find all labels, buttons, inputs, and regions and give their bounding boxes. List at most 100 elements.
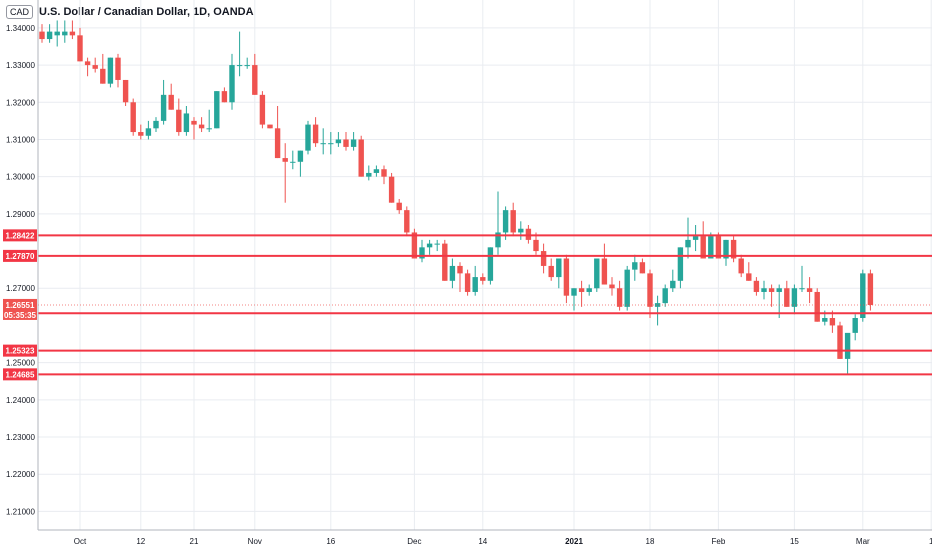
candle-body: [267, 124, 273, 129]
candle-body: [244, 65, 250, 67]
candle-body: [434, 243, 440, 245]
countdown-label: 05:35:35: [4, 311, 37, 320]
candle-body: [563, 258, 570, 296]
candle-body: [419, 247, 425, 259]
candle-body: [540, 251, 547, 266]
level-price-tag: [3, 229, 37, 242]
candle-body: [39, 31, 45, 40]
candle-body: [662, 288, 668, 304]
y-tick-label: 1.24000: [6, 396, 35, 405]
y-tick-label: 1.21000: [6, 507, 35, 516]
candle-body: [609, 284, 615, 289]
x-tick-label: Mar: [856, 537, 870, 546]
candle-body: [715, 236, 722, 259]
candle-body: [366, 172, 372, 177]
candle-body: [107, 57, 114, 84]
candle-body: [510, 210, 516, 233]
x-tick-label: Oct: [74, 537, 87, 546]
x-tick-label: Nov: [248, 537, 262, 546]
candle-body: [844, 332, 851, 359]
current-price-tag: [3, 298, 37, 320]
x-tick-label: 15: [790, 537, 799, 546]
candle-body: [616, 288, 623, 307]
candle-body: [282, 158, 288, 162]
chart-header: CAD U.S. Dollar / Canadian Dollar, 1D, O…: [6, 4, 254, 20]
candle-body: [442, 243, 448, 281]
candle-body: [647, 273, 653, 307]
y-tick-label: 1.31000: [6, 135, 35, 144]
candle-body: [518, 228, 524, 233]
candle-body: [822, 318, 828, 322]
candle-body: [206, 128, 212, 130]
candle-body: [487, 247, 494, 281]
level-price-label: 1.25323: [6, 347, 35, 356]
x-tick-label: 21: [190, 537, 199, 546]
y-tick-label: 1.22000: [6, 470, 35, 479]
candle-body: [867, 273, 874, 305]
candle-body: [328, 143, 334, 145]
candle-body: [290, 161, 296, 163]
candle-body: [738, 258, 744, 274]
candle-body: [373, 169, 380, 173]
candle-body: [168, 94, 174, 110]
y-tick-label: 1.27000: [6, 284, 35, 293]
candle-body: [632, 262, 638, 270]
y-tick-label: 1.34000: [6, 24, 35, 33]
candle-body: [700, 236, 706, 259]
y-tick-label: 1.25000: [6, 359, 35, 368]
candle-body: [62, 31, 68, 36]
candle-body: [502, 210, 509, 233]
candle-body: [122, 79, 129, 103]
candle-body: [548, 265, 554, 278]
candle-body: [198, 124, 205, 129]
candle-body: [92, 65, 98, 69]
candle-body: [46, 31, 53, 40]
candle-body: [525, 228, 532, 240]
level-price-label: 1.24685: [6, 370, 35, 379]
y-tick-label: 1.33000: [6, 61, 35, 70]
x-tick-label: Dec: [407, 537, 421, 546]
candle-body: [578, 288, 585, 292]
candle-body: [624, 269, 630, 307]
candle-body: [776, 288, 782, 292]
candle-body: [533, 239, 539, 252]
candle-body: [594, 258, 600, 289]
candle-body: [381, 169, 387, 177]
candle-body: [753, 280, 760, 292]
candle-body: [746, 273, 752, 281]
candle-body: [350, 139, 357, 147]
candle-body: [860, 273, 866, 318]
candle-body: [472, 277, 478, 292]
candle-body: [297, 150, 304, 162]
symbol-badge[interactable]: CAD: [6, 5, 34, 19]
candle-body: [852, 318, 858, 333]
candle-body: [176, 109, 182, 133]
candle-body: [449, 265, 456, 281]
candle-body: [54, 31, 60, 36]
candle-body: [214, 91, 220, 129]
candle-body: [692, 236, 699, 240]
x-tick-label: 2021: [565, 537, 583, 546]
candle-body: [768, 288, 775, 292]
current-price-label: 1.26551: [6, 301, 35, 310]
candle-body: [426, 243, 433, 248]
candle-body: [100, 68, 106, 84]
candle-body: [84, 61, 91, 66]
candle-body: [236, 65, 243, 67]
horizontal-levels[interactable]: 1.284221.278701.263281.253231.246851.265…: [3, 229, 932, 381]
candle-body: [396, 202, 402, 211]
level-price-tag: [3, 344, 37, 357]
level-price-tag: [3, 368, 37, 381]
candle-body: [806, 288, 813, 292]
candle-body: [259, 94, 266, 125]
candle-body: [145, 128, 152, 136]
candle-body: [761, 288, 767, 292]
y-tick-label: 1.29000: [6, 210, 35, 219]
x-tick-label: 16: [326, 537, 335, 546]
candle-body: [837, 325, 843, 359]
candle-body: [799, 288, 805, 290]
candle-body: [115, 57, 121, 80]
level-price-label: 1.28422: [6, 231, 35, 240]
candle-body: [784, 288, 790, 307]
